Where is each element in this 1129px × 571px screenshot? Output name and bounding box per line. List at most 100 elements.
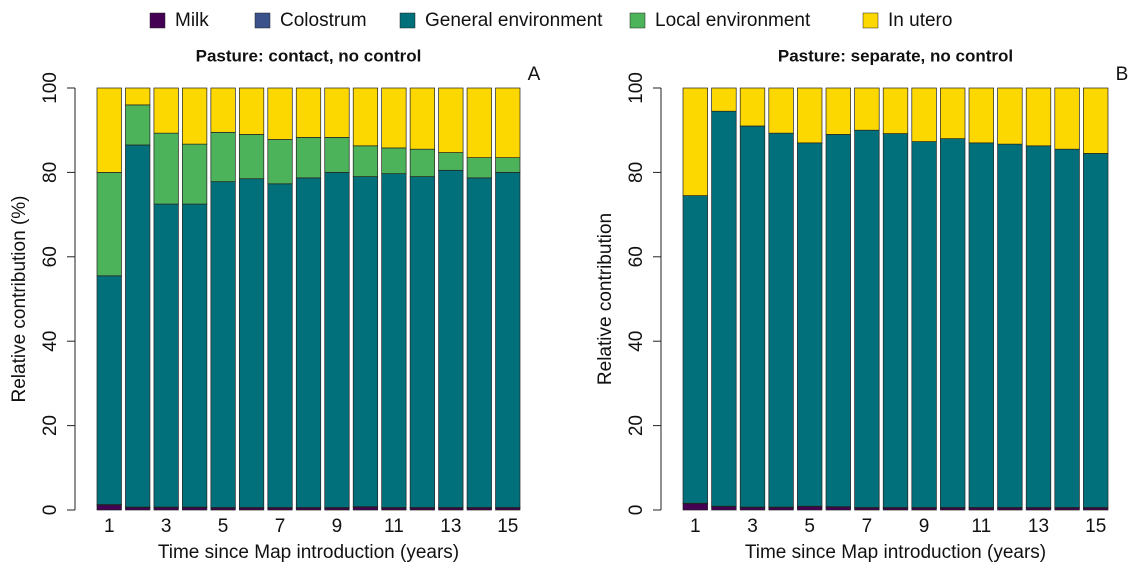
bar-segment: [295, 87, 322, 138]
bar-segment: [409, 176, 435, 508]
bar-segment: [182, 87, 208, 145]
y-tick-label: 20: [40, 415, 61, 436]
bar-segment: [495, 157, 521, 173]
legend-swatch: [862, 12, 879, 29]
bar-segment: [381, 87, 407, 149]
bar-segment: [352, 87, 379, 147]
bar-segment: [182, 143, 208, 205]
bar-segment: [825, 87, 851, 135]
legend-swatch: [629, 12, 646, 29]
bar-segment: [711, 506, 737, 511]
bar-segment: [295, 177, 322, 508]
x-tick-label: 1: [104, 516, 115, 537]
bar-segment: [466, 87, 492, 158]
y-tick-label: 60: [626, 246, 647, 267]
y-tick-label: 80: [626, 162, 647, 183]
bar-segment: [324, 172, 350, 508]
bar-segment: [495, 87, 521, 158]
x-tick-label: 11: [384, 516, 404, 537]
bar-segment: [997, 87, 1023, 145]
bar-segment: [295, 137, 322, 179]
bar-segment: [96, 504, 122, 511]
bar-segment: [825, 134, 851, 507]
bar-segment: [997, 143, 1023, 508]
bar-segment: [352, 176, 379, 507]
y-tick-label: 40: [626, 331, 647, 352]
bar-segment: [682, 87, 708, 196]
bar-segment: [153, 132, 179, 205]
bar-segment: [797, 142, 823, 507]
x-tick-label: 3: [747, 516, 758, 537]
x-tick-label: 15: [1085, 516, 1106, 537]
bar-segment: [911, 141, 937, 508]
bar-segment: [438, 152, 464, 171]
bar-segment: [125, 87, 151, 106]
bar-segment: [739, 125, 766, 508]
legend-label: General environment: [425, 10, 603, 31]
bar-segment: [911, 87, 937, 142]
bar-segment: [125, 104, 151, 146]
bar-segment: [882, 87, 909, 134]
bar-segment: [125, 507, 151, 511]
bar-segment: [768, 87, 794, 134]
bar-segment: [1025, 87, 1052, 147]
y-tick-label: 60: [40, 246, 61, 267]
legend-label: Colostrum: [280, 10, 367, 31]
x-tick-label: 9: [919, 516, 930, 537]
bar-segment: [682, 195, 708, 504]
bar-segment: [182, 507, 208, 511]
bar-segment: [1054, 148, 1080, 508]
bar-segment: [96, 275, 122, 505]
bar-segment: [324, 87, 350, 138]
y-tick-label: 100: [40, 72, 61, 104]
legend-swatch: [399, 12, 416, 29]
y-tick-label: 40: [40, 331, 61, 352]
bar-segment: [438, 87, 464, 153]
bar-segment: [267, 87, 293, 140]
bar-segment: [153, 87, 179, 134]
bar-segment: [711, 87, 737, 112]
x-tick-label: 5: [218, 516, 229, 537]
bar-segment: [153, 203, 179, 508]
panel-label: B: [1116, 64, 1129, 85]
x-tick-label: 15: [497, 516, 518, 537]
legend-label: Local environment: [655, 10, 811, 31]
bar-segment: [238, 134, 265, 180]
bar-segment: [739, 87, 766, 127]
x-tick-label: 7: [275, 516, 286, 537]
y-tick-label: 0: [40, 505, 61, 516]
y-axis-label: Relative contribution: [595, 213, 616, 385]
bar-segment: [711, 110, 737, 507]
bar-segment: [238, 87, 265, 135]
bar-segment: [797, 506, 823, 511]
panel-label: A: [528, 64, 541, 85]
bar-segment: [182, 203, 208, 508]
bar-segment: [153, 507, 179, 511]
bar-segment: [940, 138, 966, 508]
bar-segment: [352, 145, 379, 177]
bar-segment: [238, 178, 265, 508]
x-tick-label: 7: [862, 516, 873, 537]
bar-segment: [409, 148, 435, 177]
bar-segment: [210, 131, 236, 183]
x-tick-label: 3: [161, 516, 172, 537]
bar-segment: [96, 87, 122, 173]
bar-segment: [466, 157, 492, 179]
bar-segment: [882, 133, 909, 508]
x-tick-label: 13: [1028, 516, 1049, 537]
y-tick-label: 0: [626, 505, 647, 516]
bar-segment: [96, 172, 122, 277]
bar-segment: [854, 129, 880, 508]
bar-segment: [968, 142, 994, 508]
legend-label: In utero: [888, 10, 952, 31]
bar-segment: [1083, 87, 1109, 154]
y-tick-label: 100: [626, 72, 647, 104]
x-tick-label: 5: [804, 516, 815, 537]
x-tick-label: 13: [440, 516, 461, 537]
bar-segment: [854, 87, 880, 131]
bar-segment: [267, 183, 293, 508]
legend-swatch: [254, 12, 271, 29]
bar-segment: [438, 169, 464, 508]
x-axis-label: Time since Map introduction (years): [745, 542, 1046, 563]
legend-swatch: [149, 12, 166, 29]
